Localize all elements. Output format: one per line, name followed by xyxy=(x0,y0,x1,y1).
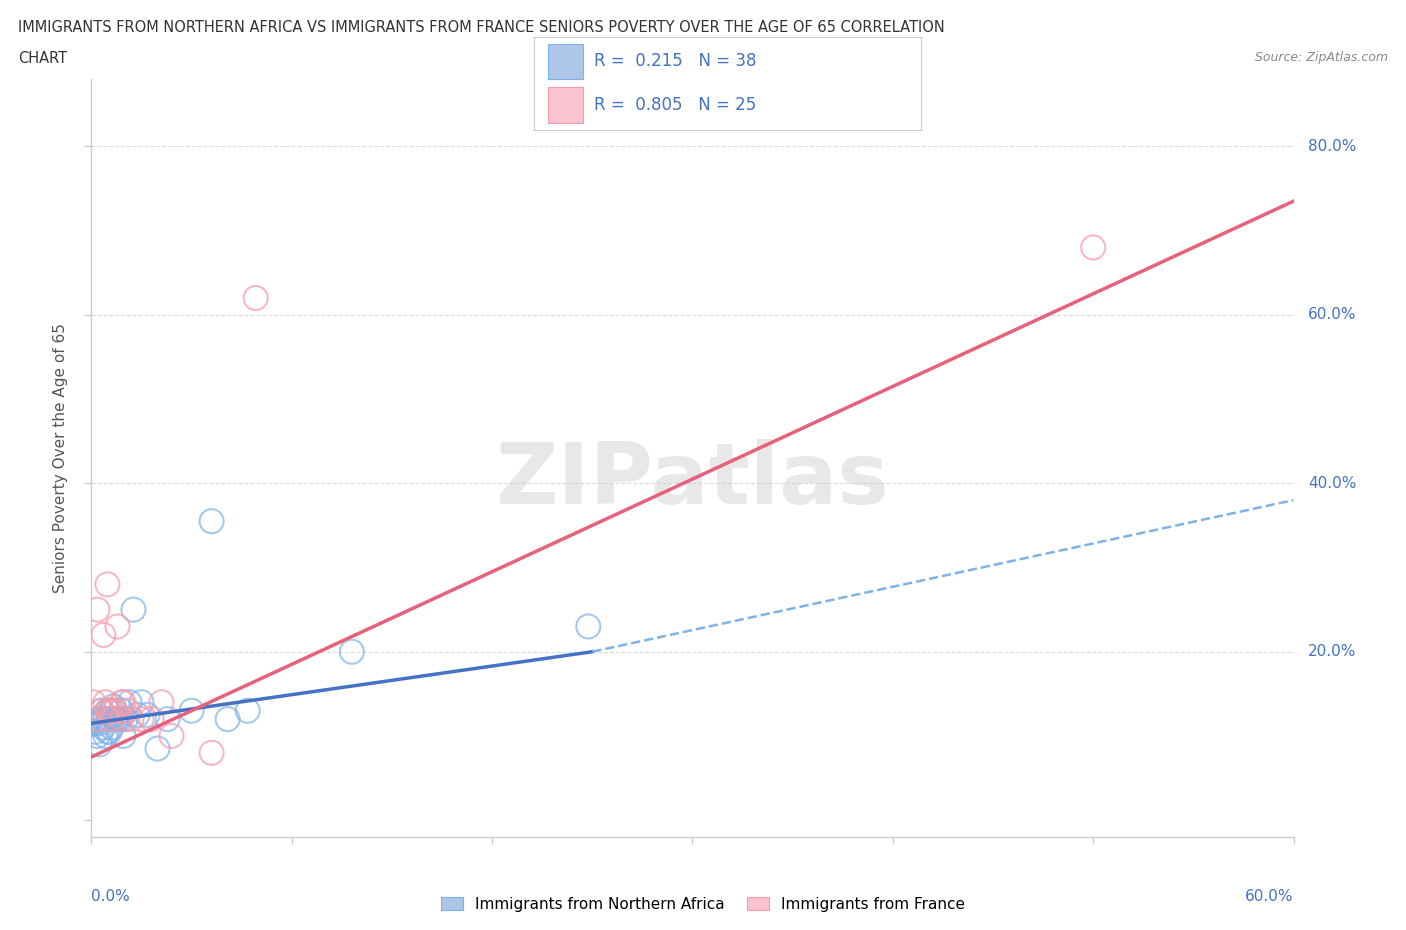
Point xyxy=(180,703,202,718)
Point xyxy=(201,745,224,760)
Point xyxy=(94,711,117,726)
Text: 80.0%: 80.0% xyxy=(1308,139,1357,154)
Point xyxy=(103,703,125,718)
Point xyxy=(96,703,118,718)
Text: 0.0%: 0.0% xyxy=(91,888,131,904)
Point xyxy=(90,711,112,726)
Point xyxy=(82,695,104,710)
Point xyxy=(576,619,599,634)
Point xyxy=(100,711,122,726)
Point xyxy=(103,699,125,714)
Point xyxy=(340,644,363,659)
Point xyxy=(93,628,115,643)
Point xyxy=(131,711,153,726)
Point xyxy=(100,720,122,735)
Point xyxy=(201,513,224,528)
Point xyxy=(136,708,159,723)
Point xyxy=(112,695,135,710)
Point xyxy=(236,703,259,718)
Legend: Immigrants from Northern Africa, Immigrants from France: Immigrants from Northern Africa, Immigra… xyxy=(434,890,972,918)
Text: R =  0.805   N = 25: R = 0.805 N = 25 xyxy=(595,96,756,114)
Text: IMMIGRANTS FROM NORTHERN AFRICA VS IMMIGRANTS FROM FRANCE SENIORS POVERTY OVER T: IMMIGRANTS FROM NORTHERN AFRICA VS IMMIG… xyxy=(18,20,945,35)
Text: ZIPatlas: ZIPatlas xyxy=(495,439,890,523)
Text: 60.0%: 60.0% xyxy=(1246,888,1294,904)
Point xyxy=(131,695,153,710)
Point xyxy=(150,695,173,710)
Point xyxy=(104,711,127,726)
Point xyxy=(122,603,145,618)
Text: 40.0%: 40.0% xyxy=(1308,476,1357,491)
Point xyxy=(107,619,129,634)
Point xyxy=(86,728,108,743)
Point xyxy=(217,711,239,726)
Point xyxy=(160,728,183,743)
Point xyxy=(93,720,115,735)
Point xyxy=(89,716,111,731)
Point xyxy=(1083,240,1105,255)
Point xyxy=(141,711,163,726)
Point xyxy=(86,603,108,618)
Point xyxy=(98,724,121,739)
Point xyxy=(245,290,267,305)
Bar xyxy=(548,87,582,123)
Point xyxy=(112,728,135,743)
Point xyxy=(86,711,108,726)
Text: Source: ZipAtlas.com: Source: ZipAtlas.com xyxy=(1254,51,1388,64)
Point xyxy=(114,711,136,726)
Point xyxy=(107,711,129,726)
Point xyxy=(118,695,141,710)
Point xyxy=(90,703,112,718)
Point xyxy=(96,724,118,739)
Text: R =  0.215   N = 38: R = 0.215 N = 38 xyxy=(595,52,756,71)
Point xyxy=(127,708,149,723)
Point xyxy=(89,737,111,751)
Point xyxy=(82,716,104,731)
Point xyxy=(94,695,117,710)
Point xyxy=(93,711,115,726)
Point xyxy=(98,703,121,718)
Y-axis label: Seniors Poverty Over the Age of 65: Seniors Poverty Over the Age of 65 xyxy=(53,323,69,593)
Point xyxy=(96,703,118,718)
Point xyxy=(110,703,132,718)
Point xyxy=(146,741,169,756)
Point xyxy=(89,711,111,726)
Point xyxy=(104,703,127,718)
Text: 60.0%: 60.0% xyxy=(1308,307,1357,323)
Point xyxy=(94,728,117,743)
Point xyxy=(117,703,139,718)
Point xyxy=(90,703,112,718)
Point xyxy=(108,711,131,726)
Point xyxy=(110,711,132,726)
Point xyxy=(100,703,122,718)
Point xyxy=(96,577,118,591)
Point xyxy=(121,711,143,726)
Point xyxy=(156,711,179,726)
Text: 20.0%: 20.0% xyxy=(1308,644,1357,659)
Bar xyxy=(548,44,582,79)
Point xyxy=(84,724,107,739)
Point xyxy=(98,711,121,726)
Text: CHART: CHART xyxy=(18,51,67,66)
Point xyxy=(110,695,132,710)
